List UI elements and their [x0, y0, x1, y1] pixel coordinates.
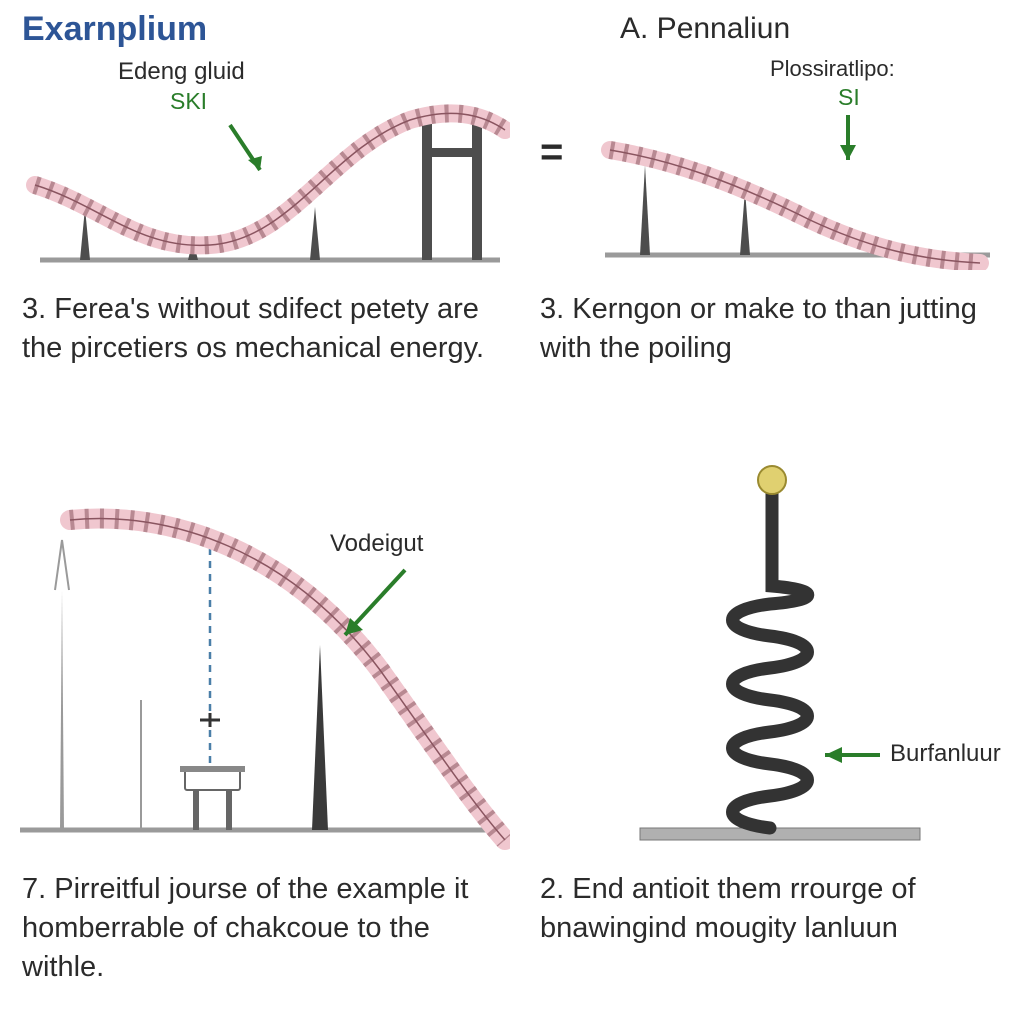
tr-body-num: 3.	[540, 293, 564, 325]
equals-sign: =	[540, 130, 563, 175]
tl-heading: Exarnplium	[22, 10, 207, 49]
tr-body: 3. Kerngon or make to than jutting with …	[540, 290, 1010, 368]
bl-body-num: 7.	[22, 873, 46, 905]
br-body-text: End antioit them rrourge of bnawingind m…	[540, 873, 916, 944]
bl-body: 7. Pirreitful jourse of the example it h…	[22, 870, 492, 987]
br-body: 2. End antioit them rrourge of bnawingin…	[540, 870, 1010, 948]
tl-label-top: Edeng gluid	[118, 58, 245, 86]
tr-body-text: Kerngon or make to than jutting with the…	[540, 293, 977, 364]
tr-coaster-diagram	[590, 100, 1010, 270]
tl-coaster-diagram	[10, 90, 510, 280]
tl-body-num: 3.	[22, 293, 46, 325]
tr-label-top: Plossiratlipo:	[770, 56, 895, 82]
br-body-num: 2.	[540, 873, 564, 905]
tr-heading: A. Pennaliun	[620, 12, 790, 46]
tl-body-text: Ferea's without sdifect petety are the p…	[22, 293, 484, 364]
tl-body: 3. Ferea's without sdifect petety are th…	[22, 290, 492, 368]
bl-arc-diagram	[10, 470, 510, 850]
br-spring-diagram	[560, 430, 1010, 850]
bl-body-text: Pirreitful jourse of the example it homb…	[22, 873, 469, 983]
